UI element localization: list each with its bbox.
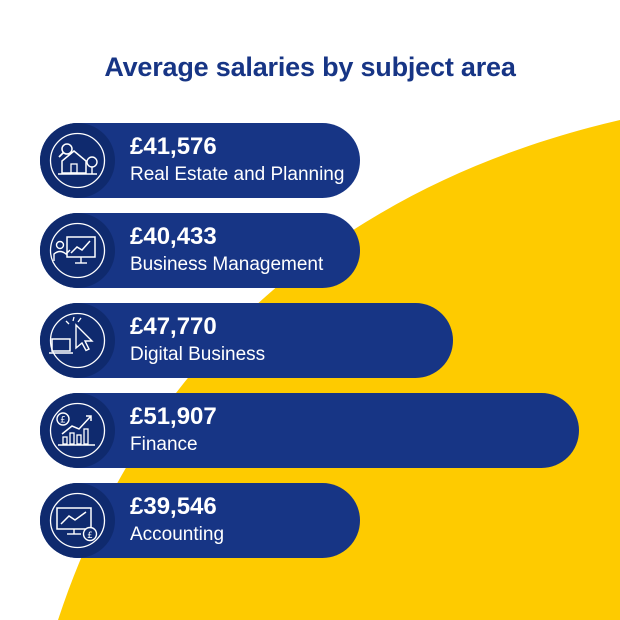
bar-value-label: £51,907 xyxy=(130,403,217,430)
bar-accounting: £ £39,546 Accounting xyxy=(40,483,360,558)
bar-real-estate-and-planning: £41,576 Real Estate and Planning xyxy=(40,123,360,198)
svg-text:£: £ xyxy=(60,416,66,426)
finance-chart-icon: £ xyxy=(40,393,115,468)
bar-value-label: £40,433 xyxy=(130,223,217,250)
bar-value-label: £39,546 xyxy=(130,493,217,520)
svg-text:£: £ xyxy=(87,531,93,541)
bar-category-label: Digital Business xyxy=(130,344,266,365)
house-magnifier-icon xyxy=(40,123,115,198)
bar-value-label: £41,576 xyxy=(130,133,217,160)
laptop-cursor-icon xyxy=(40,303,115,378)
bar-digital-business: £47,770 Digital Business xyxy=(40,303,453,378)
bar-value-label: £47,770 xyxy=(130,313,217,340)
bar-business-management: £40,433 Business Management xyxy=(40,213,360,288)
monitor-pound-icon: £ xyxy=(40,483,115,558)
bar-category-label: Real Estate and Planning xyxy=(130,164,345,185)
bar-category-label: Accounting xyxy=(130,524,225,545)
bar-category-label: Business Management xyxy=(130,254,324,275)
bar-category-label: Finance xyxy=(130,434,198,455)
bar-finance: £ £51,907 Finance xyxy=(40,393,579,468)
chart-title: Average salaries by subject area xyxy=(104,52,516,82)
presentation-chart-icon xyxy=(40,213,115,288)
